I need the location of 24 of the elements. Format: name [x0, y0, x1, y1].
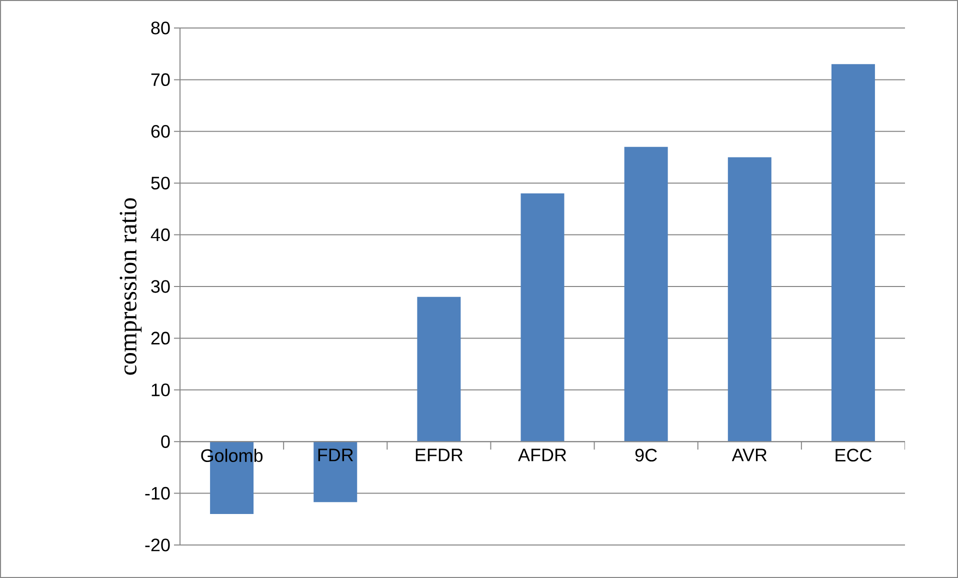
y-tick-label: 50 [151, 176, 170, 190]
y-tick-label: 10 [152, 384, 170, 396]
bar [624, 146, 668, 442]
x-tick-label: 9C [635, 448, 657, 462]
x-tick-label: FDR [318, 448, 354, 462]
y-axis-title: compression ratio [120, 198, 142, 375]
y-tick-label: 60 [151, 125, 170, 138]
bar [831, 64, 875, 442]
y-tick-label: -10 [145, 486, 170, 500]
y-tick-label: 40 [150, 228, 170, 242]
y-tick-label: 70 [151, 73, 170, 86]
y-tick-label: 30 [151, 280, 170, 293]
bar [314, 442, 358, 502]
y-tick-label: -20 [145, 538, 170, 552]
bar [417, 296, 461, 442]
x-tick-label: AVR [732, 448, 767, 462]
x-tick-label: ECC [836, 448, 872, 462]
x-tick-label: AFDR [518, 448, 566, 462]
y-tick-label: 80 [151, 22, 170, 34]
bar [728, 157, 772, 442]
bar [520, 193, 564, 442]
y-tick-label: 0 [161, 435, 170, 448]
x-tick-label: EFDR [416, 448, 463, 462]
y-tick-label: 20 [151, 332, 170, 345]
